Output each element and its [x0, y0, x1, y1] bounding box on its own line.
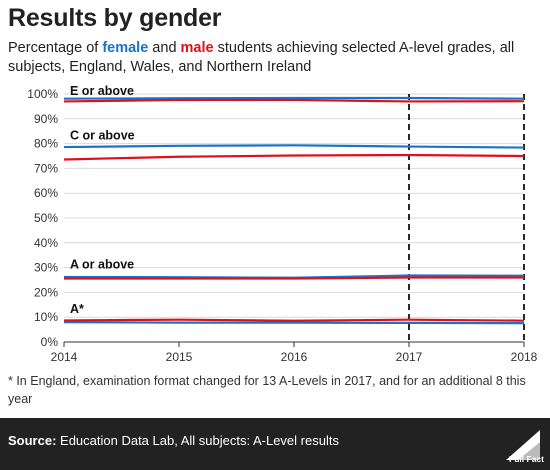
- y-tick-label: 30%: [34, 261, 58, 275]
- group-annotation-label: A*: [70, 302, 84, 316]
- subtitle-female: female: [102, 40, 149, 56]
- group-annotation-label: C or above: [70, 129, 135, 143]
- series-line-male-a: [63, 318, 525, 322]
- group-annotation-label: A or above: [70, 258, 134, 272]
- footer-bar: Source: Education Data Lab, All subjects…: [0, 418, 550, 470]
- series-line-female-e-or-above: [63, 96, 525, 100]
- line-chart: 0% 10% 20% 30% 40% 50% 60% 70% 80% 90% 100% 2014 201…: [27, 84, 538, 364]
- y-tick-label: 50%: [34, 211, 58, 225]
- series-line-male-e-or-above: [63, 98, 525, 103]
- source-text: Education Data Lab, All subjects: A-Leve…: [56, 433, 339, 448]
- series-line-male-a-or-above: [64, 276, 524, 280]
- series-line-female-a: [63, 321, 525, 325]
- y-tick-label: 20%: [34, 285, 58, 299]
- y-tick-label: 0%: [41, 335, 59, 349]
- x-tick-label: 2016: [281, 350, 308, 364]
- x-tick-label: 2017: [396, 350, 423, 364]
- series-line-male-c-or-above: [63, 153, 525, 161]
- y-tick-label: 60%: [34, 186, 58, 200]
- full-fact-logo-icon: [506, 430, 540, 460]
- y-tick-label: 10%: [34, 310, 58, 324]
- subtitle-male: male: [180, 40, 214, 56]
- source-line: Source: Education Data Lab, All subjects…: [8, 433, 339, 448]
- chart-subtitle: Percentage of female and male students a…: [8, 39, 543, 77]
- y-tick-label: 90%: [34, 112, 58, 126]
- logo-text: Full Fact: [509, 454, 544, 464]
- y-tick-label: 80%: [34, 137, 58, 151]
- footnote: * In England, examination format changed…: [8, 374, 526, 406]
- x-tick-label: 2014: [51, 350, 78, 364]
- y-tick-label: 40%: [34, 236, 58, 250]
- subtitle-prefix: Percentage of: [8, 40, 103, 56]
- subtitle-suffix: students achieving selected A-level grad…: [8, 40, 515, 75]
- x-tick-label: 2018: [511, 350, 538, 364]
- source-label: Source:: [8, 433, 57, 448]
- y-tick-label: 70%: [34, 161, 58, 175]
- y-tick-label: 100%: [27, 87, 58, 101]
- series-line-female-c-or-above: [63, 144, 525, 149]
- group-annotation-label: E or above: [70, 84, 134, 98]
- x-tick-label: 2015: [166, 350, 193, 364]
- subtitle-and: and: [148, 40, 181, 56]
- chart-title: Results by gender: [8, 4, 222, 32]
